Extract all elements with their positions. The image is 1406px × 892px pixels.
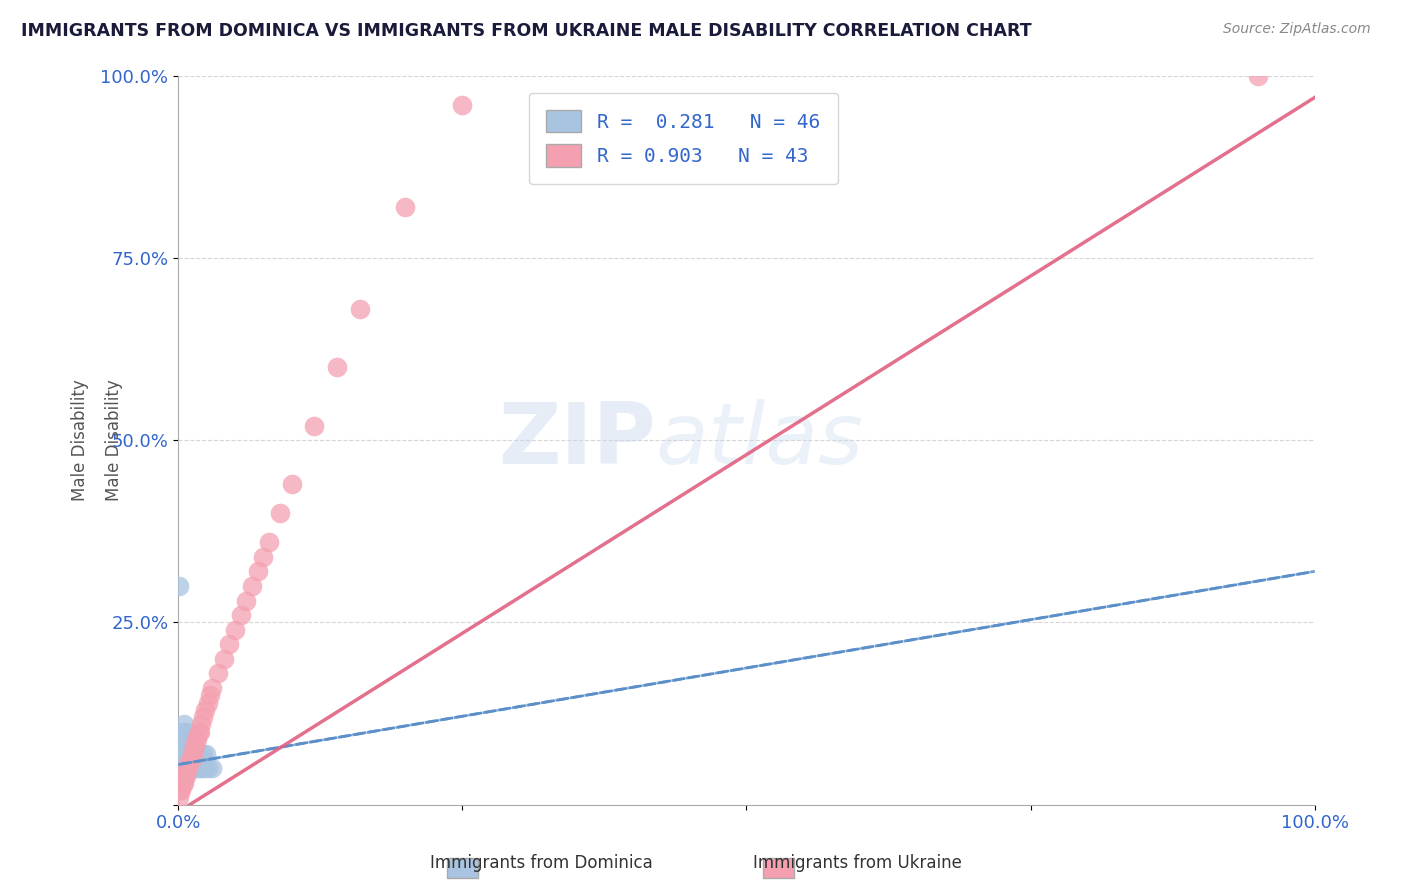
Point xyxy=(177,754,200,768)
Point xyxy=(179,732,201,747)
Point xyxy=(180,747,202,761)
Text: ZIP: ZIP xyxy=(498,399,655,482)
Point xyxy=(194,703,217,717)
Point xyxy=(181,747,204,761)
Point xyxy=(349,301,371,316)
Point xyxy=(180,754,202,768)
Point xyxy=(188,724,211,739)
Point xyxy=(304,418,326,433)
Point xyxy=(186,747,208,761)
Point xyxy=(257,535,280,549)
Point xyxy=(174,761,197,775)
Point xyxy=(173,739,195,754)
Text: IMMIGRANTS FROM DOMINICA VS IMMIGRANTS FROM UKRAINE MALE DISABILITY CORRELATION : IMMIGRANTS FROM DOMINICA VS IMMIGRANTS F… xyxy=(21,22,1032,40)
Point xyxy=(177,761,200,775)
Point xyxy=(176,747,198,761)
Point xyxy=(246,565,269,579)
Point xyxy=(191,747,214,761)
Point xyxy=(173,717,195,731)
Text: Immigrants from Dominica: Immigrants from Dominica xyxy=(430,855,652,872)
Point xyxy=(174,768,197,782)
Point xyxy=(235,593,257,607)
Point xyxy=(201,681,224,695)
Point xyxy=(180,761,202,775)
Point xyxy=(167,761,190,775)
Point xyxy=(193,761,215,775)
Point xyxy=(170,732,193,747)
Point xyxy=(188,754,211,768)
Point xyxy=(187,761,209,775)
Point xyxy=(169,783,191,797)
Point xyxy=(173,754,195,768)
Point xyxy=(183,739,205,754)
Point xyxy=(326,360,349,375)
Point xyxy=(190,761,212,775)
Y-axis label: Male Disability: Male Disability xyxy=(72,379,89,501)
Point xyxy=(240,579,263,593)
Point xyxy=(194,754,217,768)
Point xyxy=(190,717,212,731)
Point xyxy=(269,506,291,520)
Point xyxy=(170,768,193,782)
Point xyxy=(186,754,208,768)
Point xyxy=(174,754,197,768)
Point xyxy=(252,549,274,564)
Point xyxy=(183,747,205,761)
Point xyxy=(179,761,201,775)
Point xyxy=(174,768,197,782)
Point xyxy=(201,761,224,775)
Point xyxy=(179,754,201,768)
Point xyxy=(173,768,195,782)
Point xyxy=(180,747,202,761)
Point xyxy=(191,754,214,768)
Point xyxy=(186,732,208,747)
Point xyxy=(169,754,191,768)
Point xyxy=(170,783,193,797)
Point xyxy=(197,696,219,710)
Point xyxy=(174,747,197,761)
Point xyxy=(174,732,197,747)
Point xyxy=(184,761,207,775)
Point xyxy=(167,579,190,593)
Point xyxy=(180,739,202,754)
Point xyxy=(172,724,194,739)
Y-axis label: Male Disability: Male Disability xyxy=(104,379,122,501)
Point xyxy=(172,776,194,790)
Point xyxy=(176,724,198,739)
Text: Source: ZipAtlas.com: Source: ZipAtlas.com xyxy=(1223,22,1371,37)
Point xyxy=(1247,69,1270,83)
Point xyxy=(281,476,304,491)
Point xyxy=(177,739,200,754)
Point xyxy=(174,739,197,754)
Point xyxy=(207,666,229,681)
Point xyxy=(180,754,202,768)
Point xyxy=(172,747,194,761)
Text: Immigrants from Ukraine: Immigrants from Ukraine xyxy=(754,855,962,872)
Point xyxy=(169,739,191,754)
Point xyxy=(181,754,204,768)
Point xyxy=(198,688,221,702)
Point xyxy=(173,776,195,790)
Point xyxy=(170,747,193,761)
Legend: R =  0.281   N = 46, R = 0.903   N = 43: R = 0.281 N = 46, R = 0.903 N = 43 xyxy=(529,93,838,184)
Text: atlas: atlas xyxy=(655,399,863,482)
Point xyxy=(184,739,207,754)
Point xyxy=(195,747,218,761)
Point xyxy=(212,652,235,666)
Point xyxy=(187,724,209,739)
Point xyxy=(218,637,240,651)
Point xyxy=(186,732,208,747)
Point xyxy=(167,790,190,805)
Point xyxy=(197,761,219,775)
Point xyxy=(176,761,198,775)
Point xyxy=(394,200,416,214)
Point xyxy=(191,710,214,724)
Point xyxy=(451,97,474,112)
Point xyxy=(229,608,252,623)
Point xyxy=(184,739,207,754)
Point xyxy=(224,623,246,637)
Point xyxy=(172,761,194,775)
Point xyxy=(176,761,198,775)
